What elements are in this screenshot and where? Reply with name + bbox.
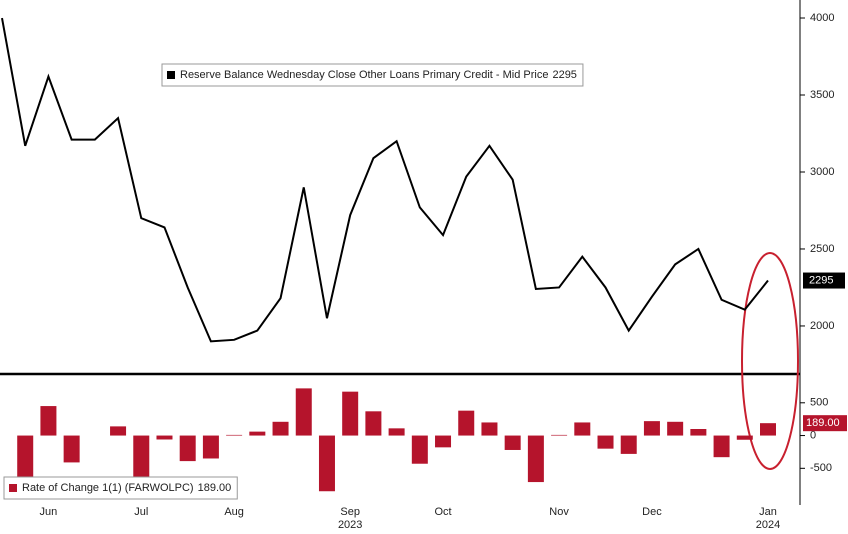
bar [202, 435, 219, 459]
bar [504, 435, 521, 450]
y-tick-label: 3000 [810, 166, 834, 178]
bar [17, 435, 34, 490]
y-tick-label: 3500 [810, 89, 834, 101]
legend-swatch [9, 484, 17, 492]
x-year-label: 2023 [338, 519, 362, 531]
bar [295, 388, 312, 436]
bar [318, 435, 335, 492]
legend-swatch [167, 71, 175, 79]
legend-box [3, 476, 238, 500]
bar [156, 435, 173, 440]
bar [690, 429, 707, 436]
legend: Reserve Balance Wednesday Close Other Lo… [161, 63, 584, 87]
bar [435, 435, 452, 448]
last-value-box [803, 272, 845, 289]
line [1, 17, 769, 343]
bar [249, 431, 266, 436]
bar [365, 411, 382, 436]
bar [551, 434, 568, 436]
last-value: 189.00 [806, 417, 840, 429]
x-tick-label: Jun [40, 506, 58, 518]
bar [527, 435, 544, 483]
last-value: 2295 [809, 274, 833, 286]
x-tick-label: Nov [549, 506, 569, 518]
legend-value: 189.00 [198, 482, 232, 494]
legend-value: 2295 [552, 69, 576, 81]
legend: Rate of Change 1(1) (FARWOLPC) 189.00 [3, 476, 238, 500]
y-tick-label: -500 [810, 462, 832, 474]
x-tick-label: Dec [642, 506, 662, 518]
bar [342, 391, 359, 436]
bar [458, 410, 475, 436]
bar [40, 406, 57, 436]
bar [574, 422, 591, 436]
bar [481, 422, 498, 436]
bar [110, 426, 127, 436]
bar [643, 421, 660, 436]
highlight-ellipse [741, 252, 799, 470]
bar [411, 435, 428, 464]
y-tick-label: 500 [810, 397, 828, 409]
bar [713, 435, 730, 458]
bar [133, 435, 150, 479]
bar [388, 428, 405, 436]
x-tick-label: Jan [759, 506, 777, 518]
bar [63, 435, 80, 463]
legend-box [161, 63, 584, 87]
bar [597, 435, 614, 449]
last-value-box [803, 415, 847, 432]
x-tick-label: Aug [224, 506, 244, 518]
y-tick-label: 0 [810, 429, 816, 441]
bar [667, 421, 684, 436]
x-year-label: 2024 [756, 519, 780, 531]
bar [736, 435, 753, 440]
bar [179, 435, 196, 462]
x-tick-label: Jul [134, 506, 148, 518]
bar [272, 421, 289, 436]
legend-label: Reserve Balance Wednesday Close Other Lo… [180, 69, 548, 81]
bar [620, 435, 637, 454]
bar [226, 434, 243, 436]
y-tick-label: 4000 [810, 12, 834, 24]
legend-label: Rate of Change 1(1) (FARWOLPC) [22, 482, 194, 494]
x-tick-label: Sep [340, 506, 360, 518]
bar [760, 423, 776, 436]
x-tick-label: Oct [434, 506, 451, 518]
y-tick-label: 2500 [810, 243, 834, 255]
y-tick-label: 2000 [810, 320, 834, 332]
